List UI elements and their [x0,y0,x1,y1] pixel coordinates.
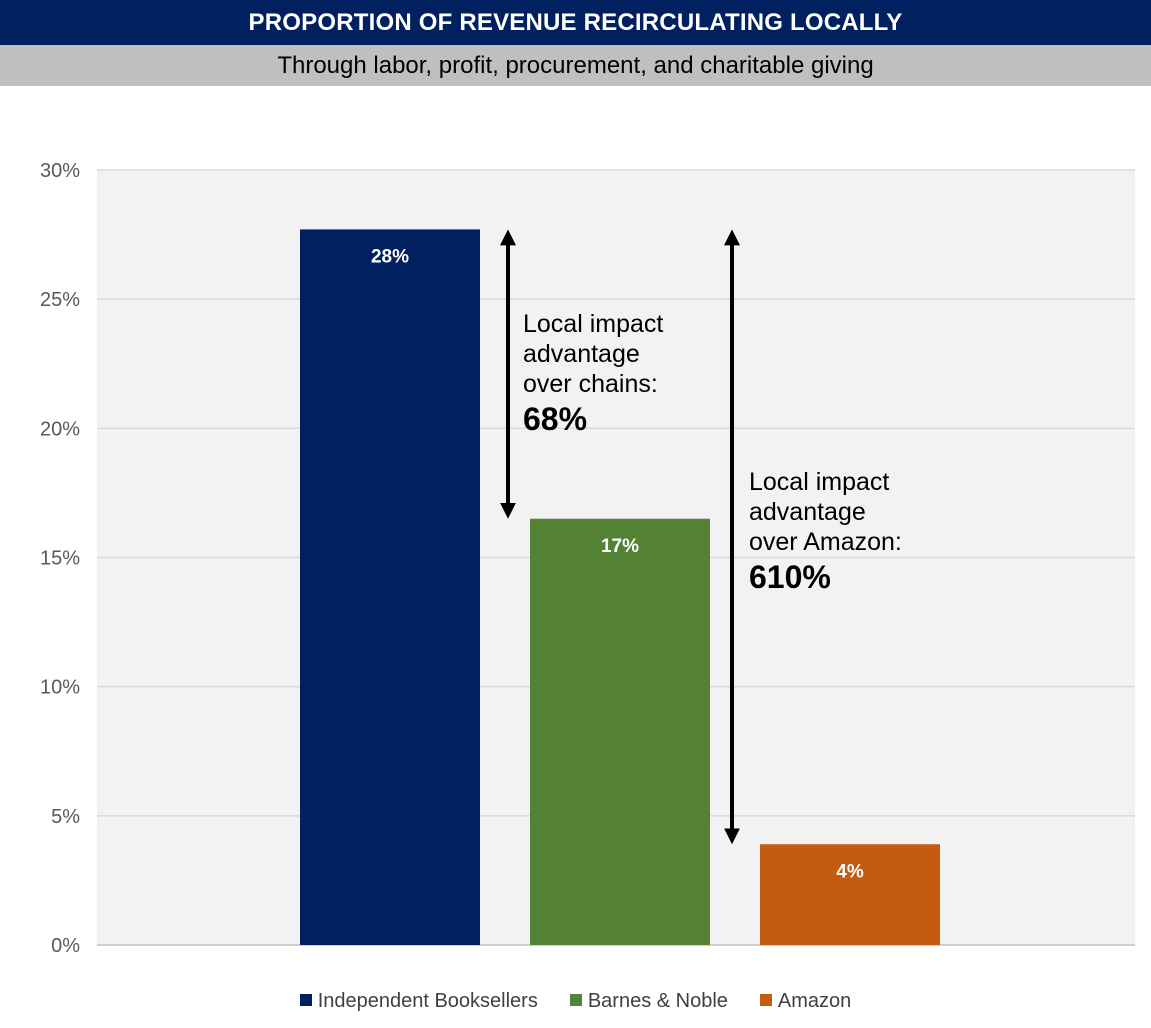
bar-barnes-noble [530,518,710,945]
legend-swatch [299,993,312,1006]
legend-swatch [759,993,772,1006]
legend-label: Amazon [777,990,852,1013]
data-label: 28% [371,246,409,267]
legend-item: Amazon [759,990,852,1013]
bar-independent-booksellers [300,229,480,945]
legend-item: Independent Booksellers [299,990,538,1013]
y-tick-label: 15% [40,548,80,570]
y-tick-label: 0% [51,935,80,957]
legend-item: Barnes & Noble [569,990,728,1013]
legend-label: Barnes & Noble [587,990,728,1013]
chart-subtitle: Through labor, profit, procurement, and … [0,45,1151,86]
y-tick-label: 25% [40,289,80,311]
annotation-value: 610% [749,559,831,595]
y-tick-label: 10% [40,677,80,699]
data-label: 4% [836,861,864,882]
data-label: 17% [601,536,639,557]
annotation-text: over chains: [523,370,658,398]
annotation-value: 68% [523,401,587,437]
annotation-text: Local impact [749,468,889,496]
y-tick-label: 30% [40,160,80,182]
annotation-text: Local impact [523,310,663,338]
y-tick-label: 20% [40,418,80,440]
annotation-text: advantage [749,498,866,526]
annotation-text: over Amazon: [749,528,902,556]
legend-label: Independent Booksellers [317,990,538,1013]
chart-title: PROPORTION OF REVENUE RECIRCULATING LOCA… [0,0,1151,45]
bar-amazon [760,844,940,945]
y-tick-label: 5% [51,806,80,828]
legend-swatch [569,993,582,1006]
annotation-text: advantage [523,340,640,368]
legend: Independent Booksellers Barnes & Noble Ama… [0,990,1151,1013]
